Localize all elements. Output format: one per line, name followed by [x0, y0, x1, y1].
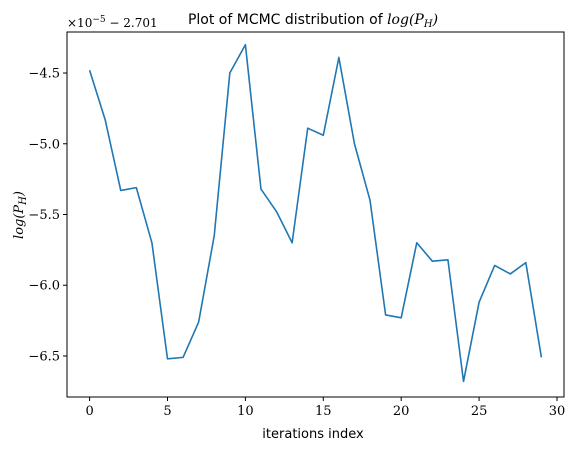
- y-tick-label: −4.5: [28, 67, 60, 82]
- series-line: [88, 43, 543, 383]
- y-axis-label-math: log(P: [12, 205, 27, 239]
- y-offset-label: ×10−5 − 2.701: [67, 15, 158, 30]
- y-tick-label: −6.0: [28, 279, 60, 294]
- x-axis-label: iterations index: [262, 427, 364, 442]
- chart-title-text: Plot of MCMC distribution of: [188, 12, 387, 28]
- x-tick-label: 25: [471, 404, 488, 419]
- ticks-group: 0 5 10 15 20 25 30 −4.5 −5.0 −5.5 −6.0 −6.5: [28, 67, 565, 419]
- y-tick-label: −5.0: [28, 137, 60, 152]
- x-tick-label: 5: [163, 404, 171, 419]
- plot-frame: [66, 31, 565, 398]
- x-tick-label: 20: [393, 404, 410, 419]
- y-offset-times: ×10: [67, 16, 92, 30]
- x-tick-label: 15: [315, 404, 332, 419]
- y-axis-label: log(PH): [12, 191, 29, 239]
- chart-title: Plot of MCMC distribution of log(PH): [188, 12, 438, 30]
- series-group: [88, 43, 543, 383]
- chart-title-math: log(P: [387, 12, 424, 28]
- x-tick-label: 0: [85, 404, 93, 419]
- x-tick-label: 30: [549, 404, 566, 419]
- chart-title-math-sub: H: [423, 19, 433, 30]
- y-offset-constant: − 2.701: [106, 16, 158, 30]
- y-offset-exponent: −5: [92, 15, 106, 25]
- y-tick-label: −6.5: [28, 349, 60, 364]
- chart-title-math-close: ): [432, 12, 438, 28]
- y-tick-label: −5.5: [28, 208, 60, 223]
- y-axis-label-sub: H: [18, 196, 29, 206]
- y-axis-label-close: ): [12, 191, 27, 197]
- x-tick-label: 10: [237, 404, 254, 419]
